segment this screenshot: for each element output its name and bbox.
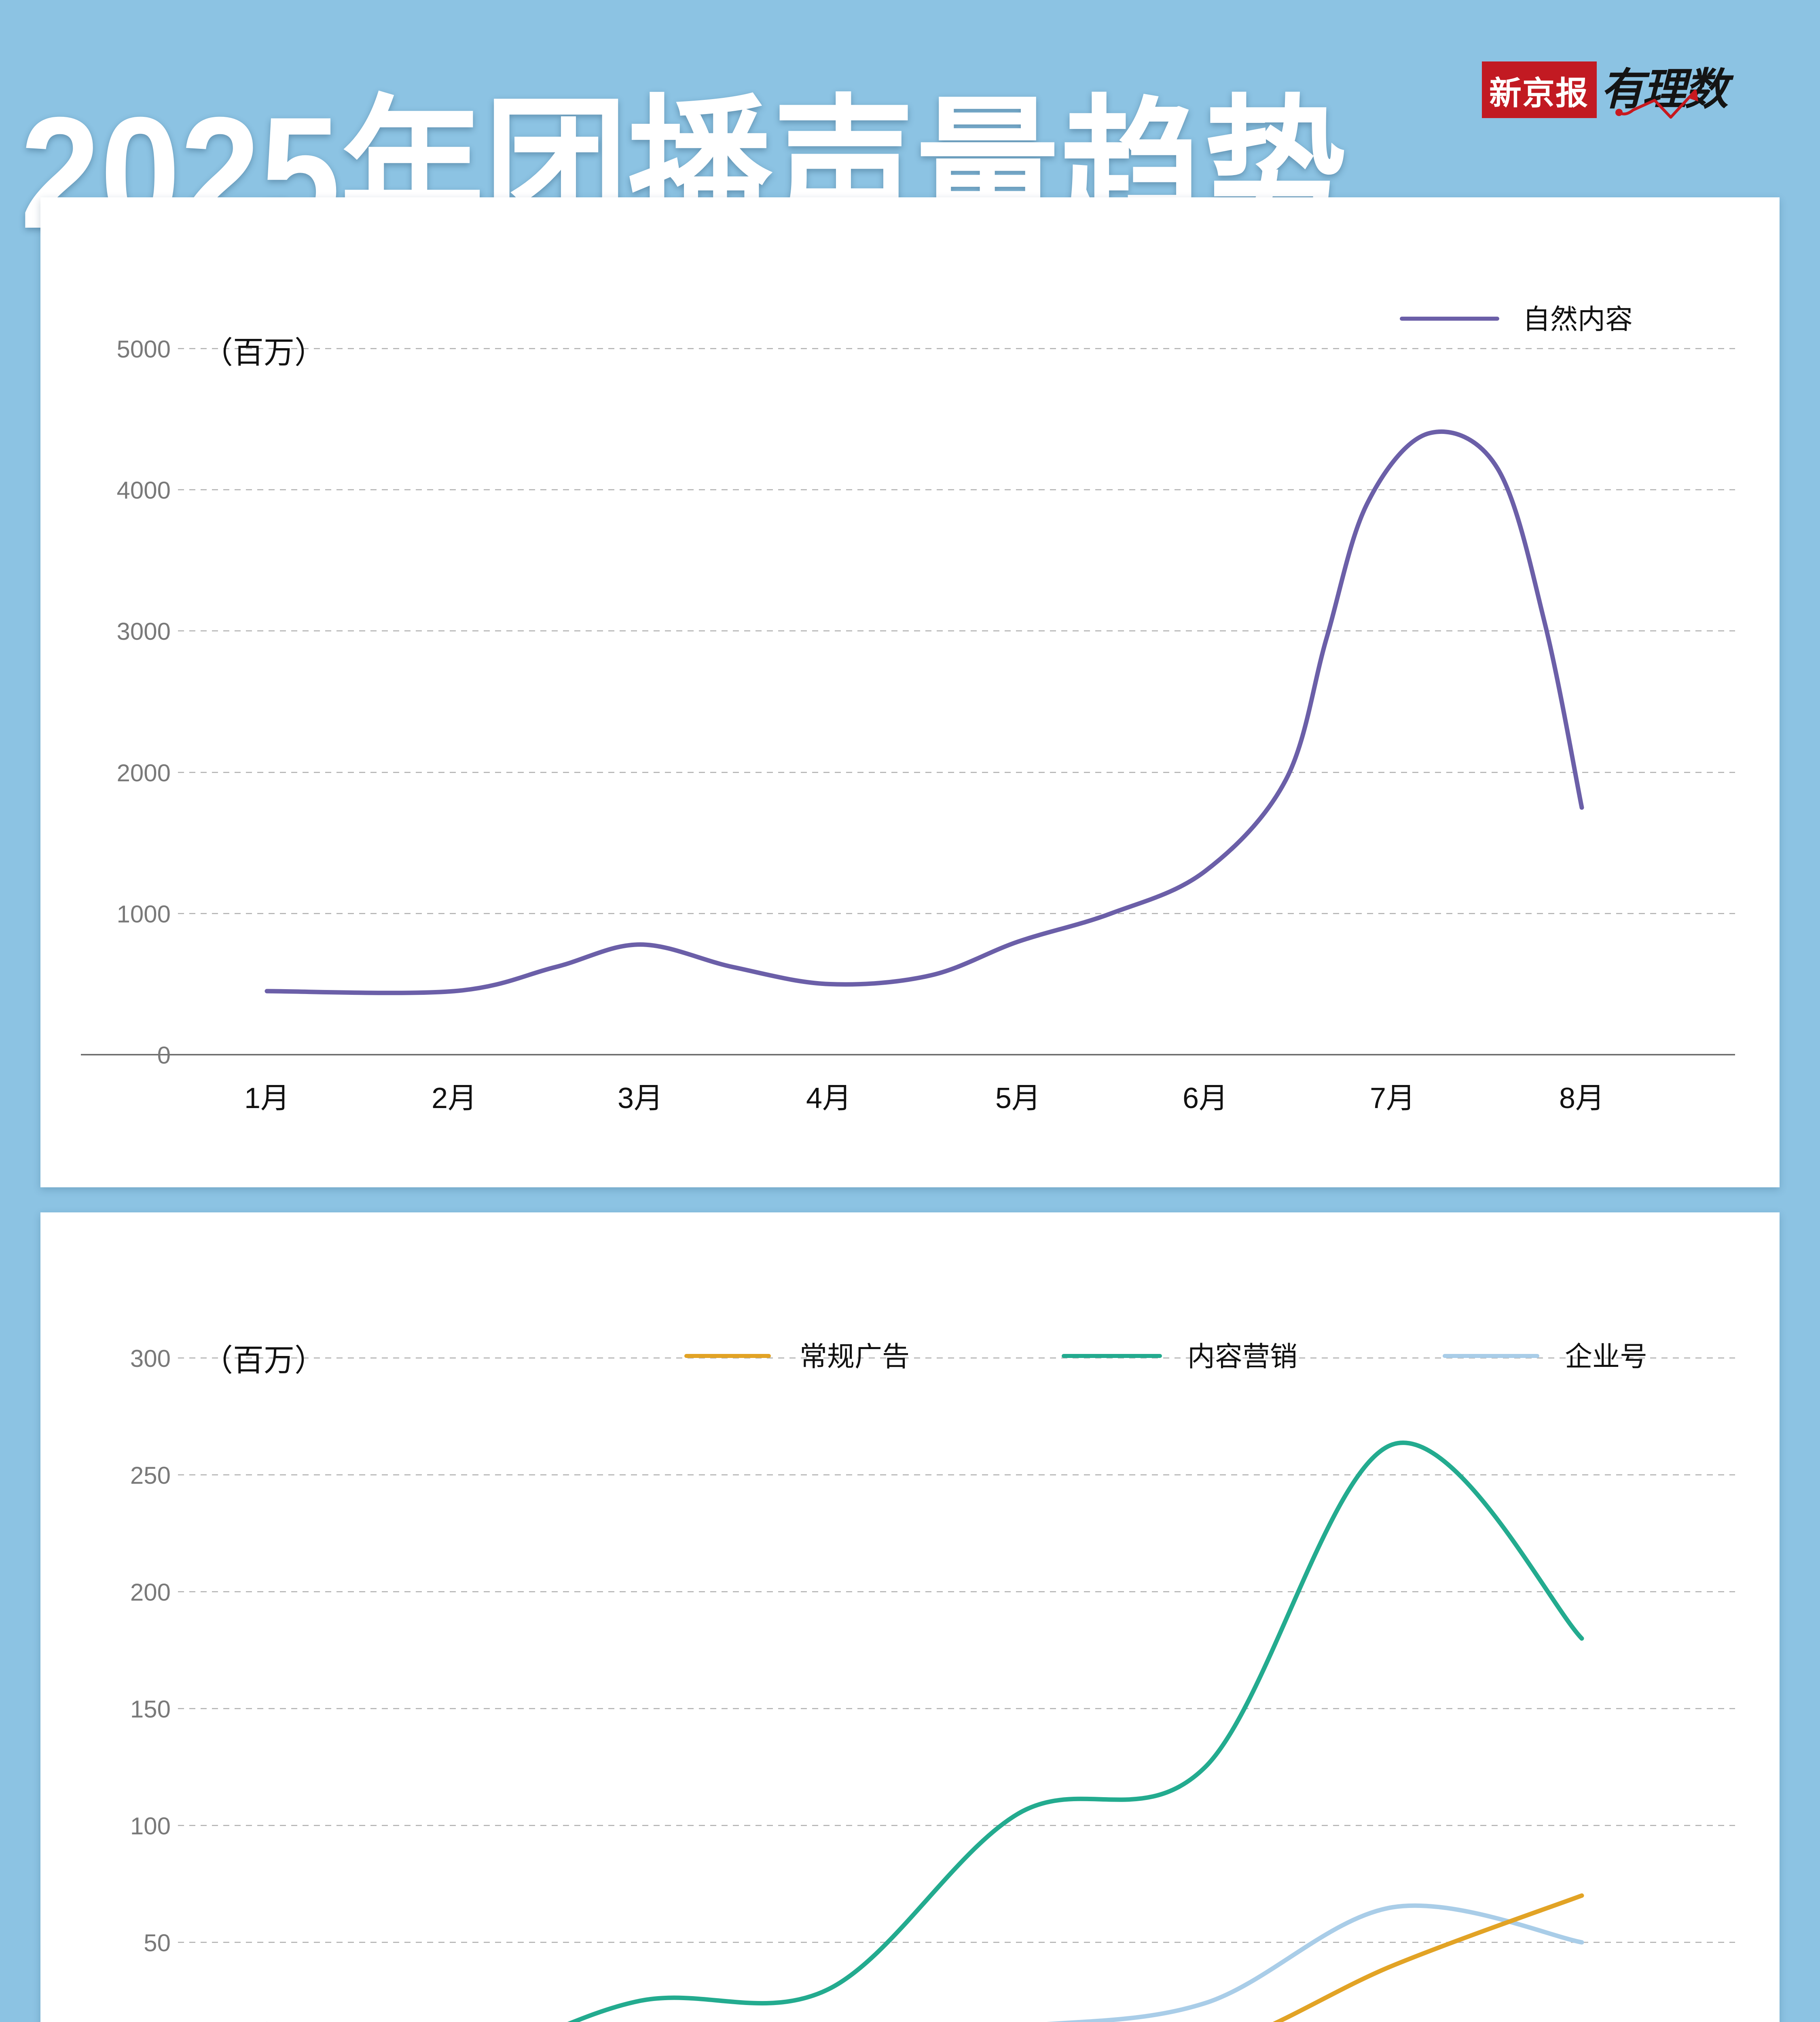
- svg-text:8月: 8月: [1559, 1082, 1604, 1115]
- svg-text:自然内容: 自然内容: [1523, 304, 1633, 335]
- svg-text:3月: 3月: [618, 1082, 663, 1115]
- svg-text:6月: 6月: [1183, 1082, 1228, 1115]
- svg-text:企业号: 企业号: [1565, 1341, 1647, 1372]
- svg-text:1月: 1月: [244, 1082, 290, 1115]
- svg-text:5月: 5月: [995, 1082, 1041, 1115]
- svg-text:50: 50: [144, 1929, 171, 1956]
- svg-text:4月: 4月: [806, 1082, 851, 1115]
- svg-text:0: 0: [157, 1042, 171, 1069]
- svg-text:（百万）: （百万）: [202, 1343, 325, 1378]
- svg-text:常规广告: 常规广告: [800, 1341, 910, 1372]
- svg-text:3000: 3000: [117, 618, 171, 645]
- svg-text:200: 200: [130, 1579, 171, 1606]
- svg-text:2月: 2月: [432, 1082, 477, 1115]
- svg-text:5000: 5000: [117, 336, 171, 363]
- svg-text:内容营销: 内容营销: [1187, 1341, 1297, 1372]
- svg-text:150: 150: [130, 1696, 171, 1723]
- svg-text:250: 250: [130, 1462, 171, 1489]
- svg-text:（百万）: （百万）: [202, 336, 325, 370]
- svg-text:2000: 2000: [117, 759, 171, 787]
- svg-text:100: 100: [130, 1813, 171, 1840]
- svg-text:7月: 7月: [1370, 1082, 1415, 1115]
- svg-text:4000: 4000: [117, 477, 171, 504]
- svg-text:有理数: 有理数: [1603, 65, 1734, 114]
- svg-text:1000: 1000: [117, 901, 171, 928]
- svg-text:300: 300: [130, 1345, 171, 1372]
